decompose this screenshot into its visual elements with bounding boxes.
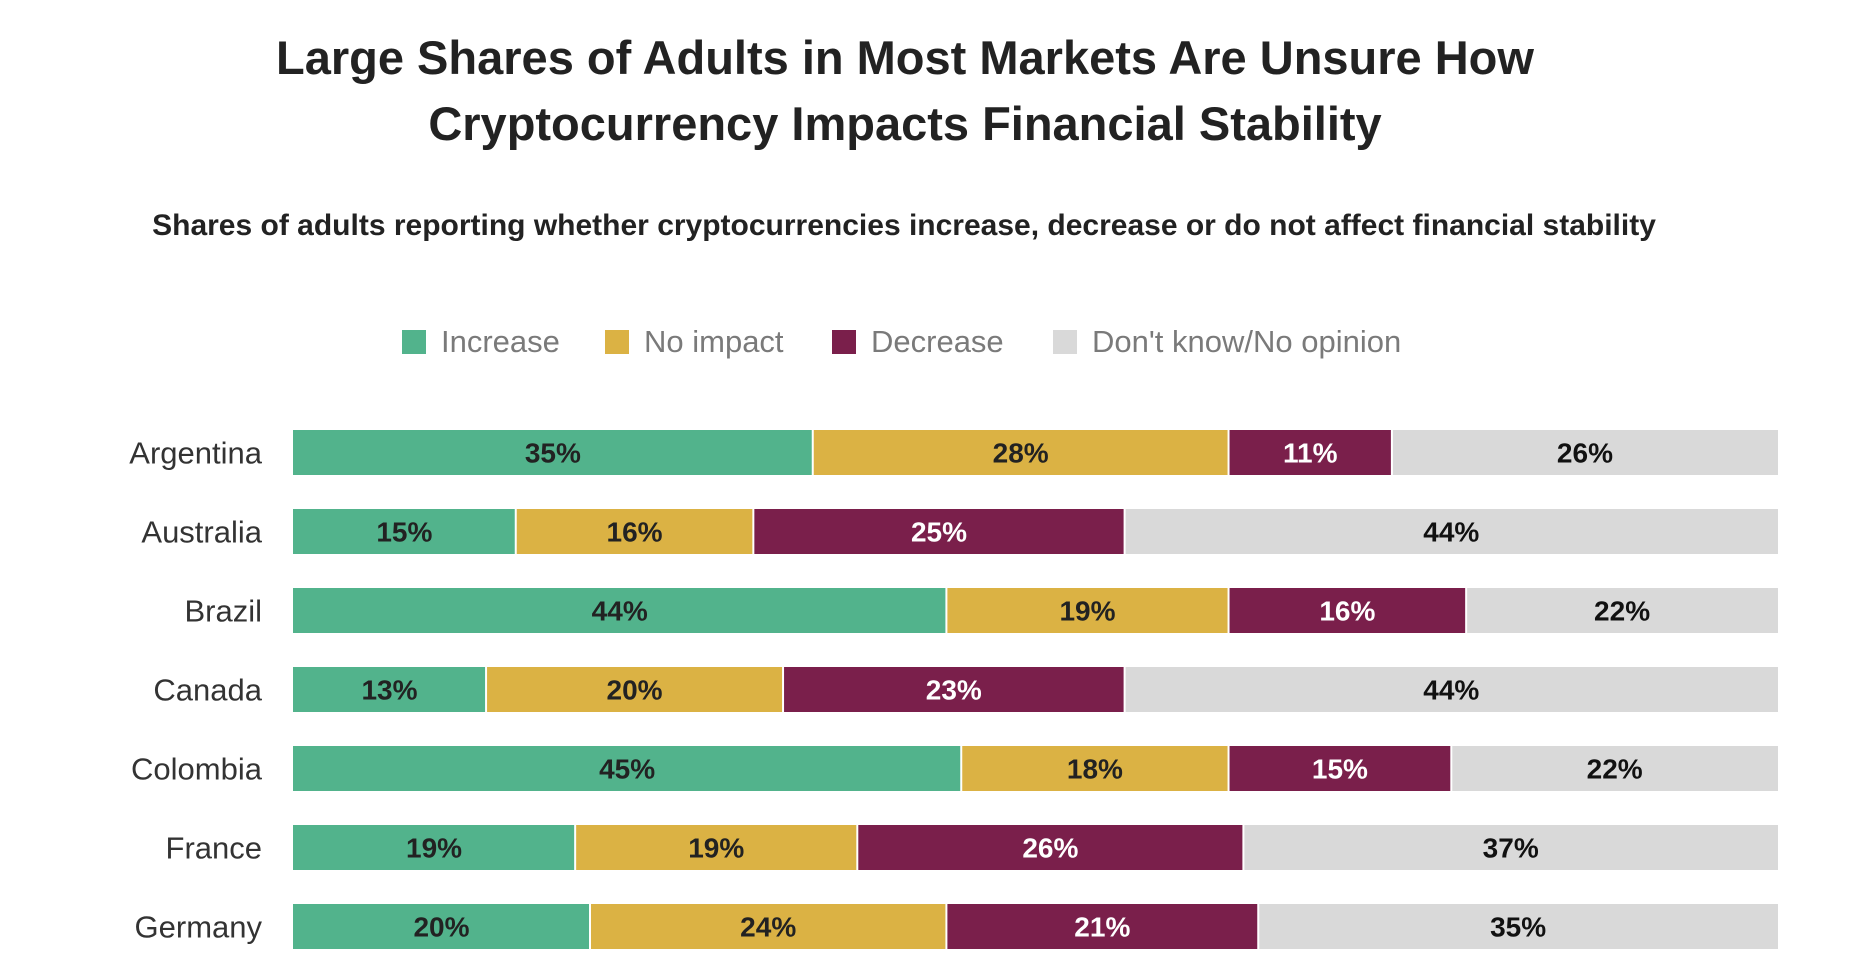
data-label-germany-don-t-know-no-opinion: 35% [1490, 912, 1546, 943]
bar-row-australia: 15% 16% 25% 44% [293, 509, 1778, 554]
bar-segment-brazil-increase [293, 588, 947, 633]
bar-segment-colombia-decrease [1228, 746, 1452, 791]
chart-title-line-1: Large Shares of Adults in Most Markets A… [276, 31, 1534, 84]
bar-segment-argentina-don-t-know-no-opinion [1391, 430, 1778, 475]
data-label-australia-decrease: 25% [911, 517, 967, 548]
data-label-australia-no-impact: 16% [607, 517, 663, 548]
data-label-brazil-decrease: 16% [1319, 596, 1375, 627]
category-label-france: France [166, 831, 262, 866]
bar-segment-argentina-increase [293, 430, 813, 475]
data-label-brazil-increase: 44% [592, 596, 648, 627]
bar-segment-colombia-increase [293, 746, 962, 791]
bar-segment-brazil-don-t-know-no-opinion [1466, 588, 1778, 633]
bar-segment-germany-increase [293, 904, 590, 949]
data-label-germany-increase: 20% [413, 912, 469, 943]
bar-segment-argentina-no-impact [812, 430, 1229, 475]
legend-label-increase: Increase [441, 324, 560, 359]
bar-segment-germany-don-t-know-no-opinion [1258, 904, 1778, 949]
data-label-france-decrease: 26% [1022, 833, 1078, 864]
chart-bars: 35% 28% 11% 26% 15% 16% 25% 44% 44% 19% 16% 22% 13% 2… [293, 430, 1778, 949]
bar-segment-brazil-decrease [1228, 588, 1467, 633]
bar-segment-argentina-decrease [1228, 430, 1392, 475]
legend-swatch-decrease [832, 330, 856, 354]
bar-row-france: 19% 19% 26% 37% [293, 825, 1778, 870]
chart-subtitle: Shares of adults reporting whether crypt… [152, 209, 1656, 242]
legend-swatch-don-t-know-no-opinion [1053, 330, 1077, 354]
legend-label-no-impact: No impact [644, 324, 784, 359]
bar-segment-germany-decrease [946, 904, 1259, 949]
data-label-argentina-increase: 35% [525, 438, 581, 469]
category-label-canada: Canada [153, 673, 262, 708]
bar-segment-australia-decrease [753, 509, 1125, 554]
bar-segment-canada-don-t-know-no-opinion [1124, 667, 1778, 712]
bar-segment-canada-increase [293, 667, 487, 712]
bar-segment-colombia-no-impact [961, 746, 1229, 791]
data-label-germany-no-impact: 24% [740, 912, 796, 943]
bar-segment-australia-no-impact [515, 509, 754, 554]
data-label-argentina-decrease: 11% [1283, 438, 1338, 469]
data-label-france-increase: 19% [406, 833, 462, 864]
category-label-brazil: Brazil [184, 594, 262, 629]
data-label-canada-decrease: 23% [926, 675, 982, 706]
data-label-argentina-don-t-know-no-opinion: 26% [1557, 438, 1613, 469]
bar-segment-france-no-impact [575, 825, 858, 870]
bar-segment-france-increase [293, 825, 576, 870]
bar-segment-australia-increase [293, 509, 516, 554]
data-label-australia-don-t-know-no-opinion: 44% [1423, 517, 1479, 548]
chart-legend: Increase No impact Decrease Don't know/No o… [402, 324, 1401, 359]
bar-segment-canada-no-impact [486, 667, 784, 712]
bar-segment-canada-decrease [783, 667, 1125, 712]
category-label-australia: Australia [141, 515, 262, 550]
data-label-colombia-decrease: 15% [1312, 754, 1368, 785]
legend-label-don-t-know-no-opinion: Don't know/No opinion [1092, 324, 1401, 359]
category-label-argentina: Argentina [129, 436, 262, 471]
legend-label-decrease: Decrease [871, 324, 1004, 359]
data-label-colombia-don-t-know-no-opinion: 22% [1587, 754, 1643, 785]
bar-row-canada: 13% 20% 23% 44% [293, 667, 1778, 712]
data-label-france-don-t-know-no-opinion: 37% [1483, 833, 1539, 864]
bar-row-argentina: 35% 28% 11% 26% [293, 430, 1778, 475]
data-label-canada-don-t-know-no-opinion: 44% [1423, 675, 1479, 706]
data-label-australia-increase: 15% [376, 517, 432, 548]
bar-row-brazil: 44% 19% 16% 22% [293, 588, 1778, 633]
bar-segment-brazil-no-impact [946, 588, 1229, 633]
category-label-colombia: Colombia [131, 752, 263, 787]
data-label-colombia-increase: 45% [599, 754, 655, 785]
data-label-canada-increase: 13% [361, 675, 417, 706]
data-label-argentina-no-impact: 28% [993, 438, 1049, 469]
data-label-germany-decrease: 21% [1074, 912, 1130, 943]
data-label-canada-no-impact: 20% [607, 675, 663, 706]
data-label-france-no-impact: 19% [688, 833, 744, 864]
data-label-colombia-no-impact: 18% [1067, 754, 1123, 785]
bar-segment-france-decrease [857, 825, 1244, 870]
data-label-brazil-no-impact: 19% [1059, 596, 1115, 627]
data-label-brazil-don-t-know-no-opinion: 22% [1594, 596, 1650, 627]
bar-row-colombia: 45% 18% 15% 22% [293, 746, 1778, 791]
legend-swatch-increase [402, 330, 426, 354]
bar-segment-germany-no-impact [590, 904, 947, 949]
bar-segment-colombia-don-t-know-no-opinion [1451, 746, 1778, 791]
bar-row-germany: 20% 24% 21% 35% [293, 904, 1778, 949]
bar-segment-france-don-t-know-no-opinion [1243, 825, 1778, 870]
category-label-germany: Germany [135, 910, 263, 945]
legend-swatch-no-impact [605, 330, 629, 354]
category-labels: Argentina Australia Brazil Canada Colombia Fr… [129, 436, 262, 945]
chart-title-line-2: Cryptocurrency Impacts Financial Stabili… [428, 97, 1381, 150]
bar-segment-australia-don-t-know-no-opinion [1124, 509, 1778, 554]
